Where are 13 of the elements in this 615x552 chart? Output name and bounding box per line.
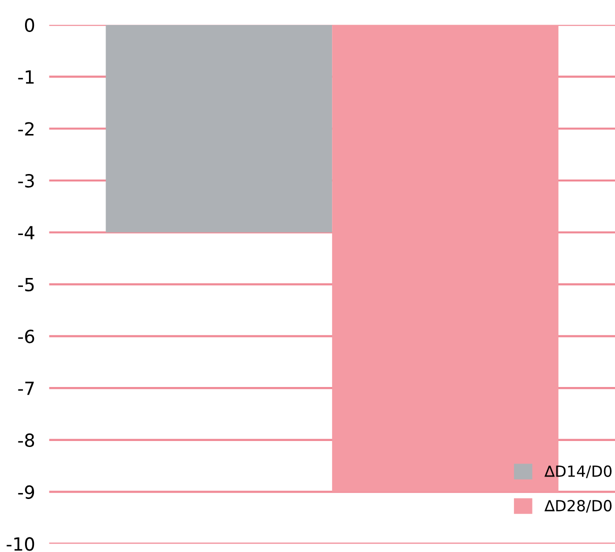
- y-tick-label: -6: [18, 330, 34, 344]
- legend-label: ∆D14/D0: [544, 465, 612, 478]
- y-tick-label: -1: [18, 70, 34, 84]
- y-tick-label: -5: [18, 278, 34, 292]
- y-tick-label: -4: [18, 226, 34, 240]
- y-tick-label: -7: [18, 382, 34, 395]
- y-tick-label: -8: [18, 433, 34, 448]
- y-tick-label: -2: [18, 122, 34, 136]
- y-tick-label: 0: [25, 18, 34, 32]
- y-tick-label: -9: [18, 485, 34, 499]
- y-tick-label: -3: [18, 174, 34, 188]
- legend-label: ∆D28/D0: [544, 500, 612, 513]
- y-tick-label: -10: [6, 537, 34, 551]
